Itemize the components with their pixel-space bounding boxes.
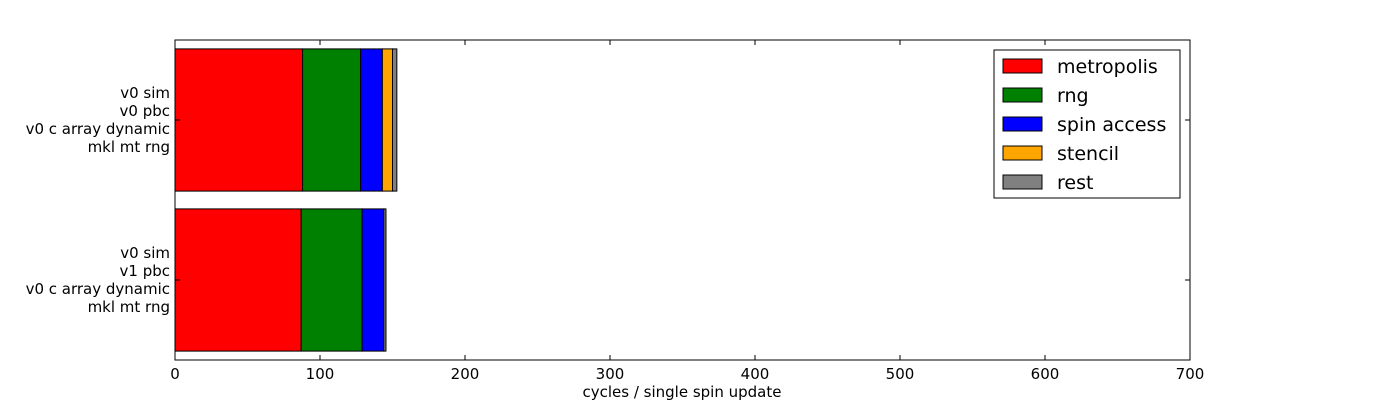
x-tick-label-4: 400 <box>741 365 770 383</box>
x-tick-label-2: 200 <box>451 365 480 383</box>
legend-swatch-metropolis <box>1002 58 1043 74</box>
bar-metropolis-1 <box>174 208 302 352</box>
bar-metropolis-0 <box>174 48 304 192</box>
x-tick-label-3: 300 <box>596 365 625 383</box>
y-tick-label-0: v0 sim v0 pbc v0 c array dynamic mkl mt rng <box>26 84 170 156</box>
x-axis: 0 100 200 300 400 500 600 700 <box>170 40 1204 383</box>
y-axis: v0 sim v0 pbc v0 c array dynamic mkl mt rng… <box>26 84 1190 316</box>
legend-label-metropolis: metropolis <box>1057 56 1158 78</box>
bar-spin-access-1 <box>361 208 385 352</box>
legend: metropolis rng spin access stencil rest <box>993 49 1181 199</box>
legend-label-rng: rng <box>1057 85 1089 107</box>
x-tick-label-1: 100 <box>306 365 335 383</box>
y-tick-label-1: v0 sim v1 pbc v0 c array dynamic mkl mt rng <box>26 244 170 316</box>
x-axis-label: cycles / single spin update <box>583 383 782 400</box>
bar-rng-1 <box>300 208 363 352</box>
legend-label-stencil: stencil <box>1057 143 1119 165</box>
bar-spin-access-0 <box>360 48 383 192</box>
bar-rest-1 <box>383 208 387 352</box>
x-tick-label-6: 600 <box>1031 365 1060 383</box>
x-tick-label-7: 700 <box>1176 365 1205 383</box>
bar-rest-0 <box>392 48 398 192</box>
x-tick-label-0: 0 <box>170 365 180 383</box>
legend-swatch-spin-access <box>1002 116 1043 132</box>
bar-group <box>174 48 398 352</box>
x-tick-label-5: 500 <box>886 365 915 383</box>
legend-label-rest: rest <box>1057 172 1093 194</box>
bar-stencil-0 <box>381 48 394 192</box>
legend-swatch-rest <box>1002 174 1043 190</box>
legend-label-spin-access: spin access <box>1057 114 1166 136</box>
legend-swatch-stencil <box>1002 145 1043 161</box>
legend-swatch-rng <box>1002 87 1043 103</box>
bar-rng-0 <box>302 48 362 192</box>
